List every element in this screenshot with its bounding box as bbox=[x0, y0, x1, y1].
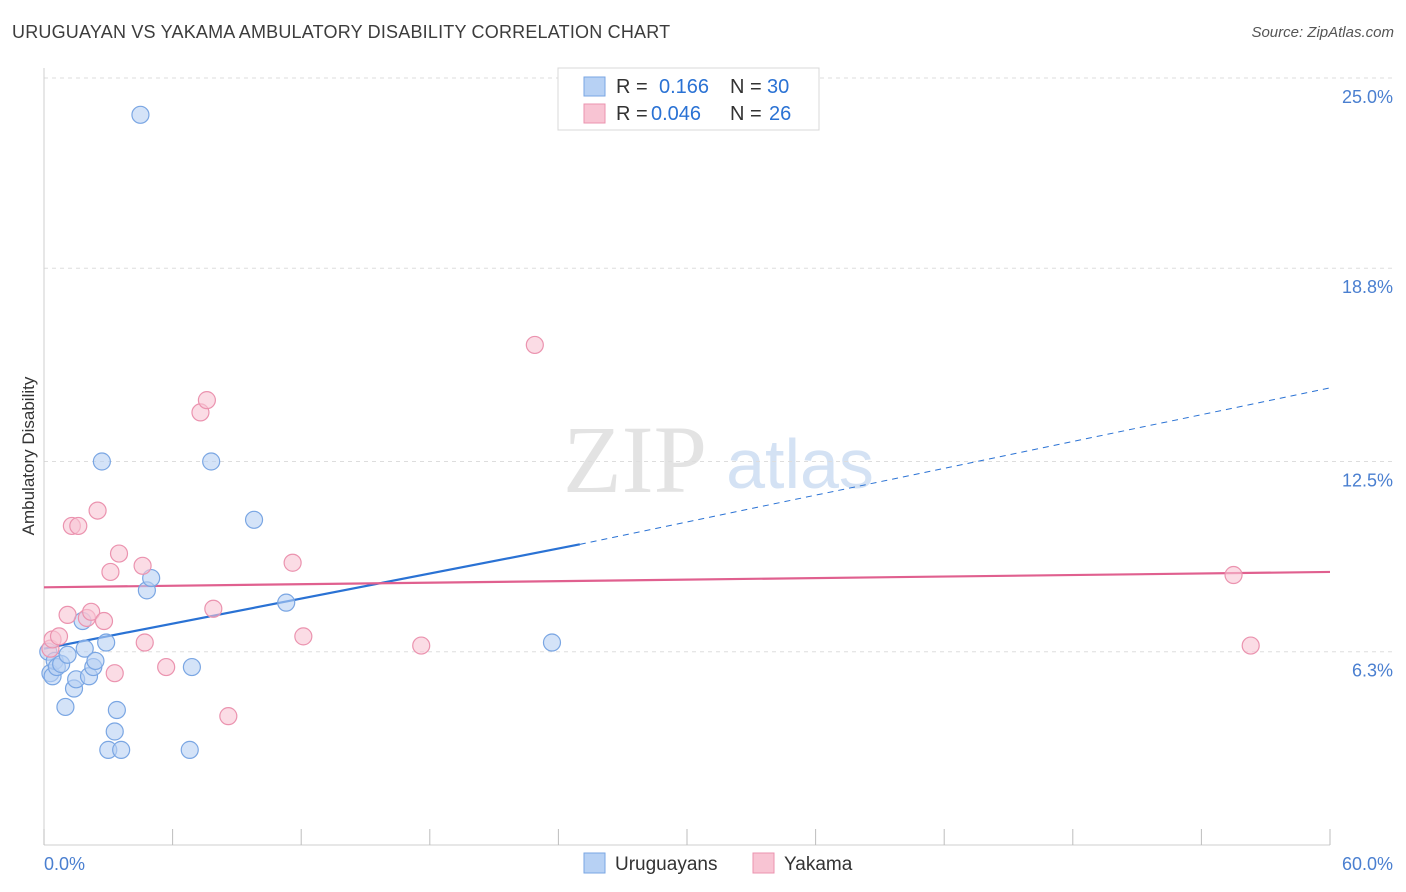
point-yakama bbox=[109, 544, 129, 563]
point-uruguayans bbox=[107, 700, 126, 720]
point-yakama bbox=[294, 627, 313, 646]
point-uruguayans bbox=[244, 510, 264, 529]
trend-lines bbox=[43, 387, 1331, 650]
point-yakama bbox=[94, 611, 114, 631]
legend-n-label-2: N = bbox=[730, 103, 762, 125]
source-label: Source: ZipAtlas.com bbox=[1251, 24, 1394, 41]
point-yakama bbox=[412, 636, 431, 655]
x-axis-ticks bbox=[43, 829, 1331, 845]
point-uruguayans bbox=[97, 633, 116, 652]
bottom-legend: Uruguayans Yakama bbox=[583, 852, 853, 875]
legend-r-label-1: R = bbox=[616, 76, 648, 98]
y-axis-title: Ambulatory Disability bbox=[19, 376, 38, 535]
chart-title: URUGUAYAN VS YAKAMA AMBULATORY DISABILIT… bbox=[12, 22, 671, 42]
point-yakama bbox=[135, 633, 154, 652]
legend-r-value-1: 0.166 bbox=[659, 76, 709, 98]
bottom-legend-label-yakama: Yakama bbox=[784, 854, 853, 875]
bottom-legend-label-uruguayans: Uruguayans bbox=[615, 854, 717, 875]
point-yakama bbox=[82, 602, 101, 621]
gridlines bbox=[44, 77, 1393, 653]
legend-r-value-2: 0.046 bbox=[651, 103, 701, 125]
legend-box: R = 0.166 N = 30 R = 0.046 N = 26 bbox=[557, 67, 820, 131]
point-yakama bbox=[197, 391, 216, 410]
point-yakama bbox=[1224, 565, 1243, 585]
legend-swatch-yakama bbox=[583, 103, 606, 124]
x-tick-label-max: 60.0% bbox=[1342, 854, 1393, 874]
point-yakama bbox=[525, 335, 544, 355]
watermark: ZIP atlas bbox=[563, 406, 874, 513]
bottom-legend-swatch-uruguayans bbox=[583, 852, 606, 874]
point-uruguayans bbox=[182, 657, 201, 677]
point-yakama bbox=[204, 599, 223, 618]
point-uruguayans bbox=[180, 740, 199, 759]
watermark-zip: ZIP bbox=[563, 406, 707, 513]
point-uruguayans bbox=[58, 645, 77, 664]
point-yakama bbox=[69, 516, 88, 536]
legend-n-label-1: N = bbox=[730, 76, 762, 98]
point-uruguayans bbox=[112, 740, 131, 759]
legend-swatch-uruguayans bbox=[583, 76, 606, 97]
point-uruguayans bbox=[86, 651, 105, 671]
point-yakama bbox=[157, 657, 176, 677]
trend-line-uruguayans bbox=[43, 543, 581, 650]
point-uruguayans bbox=[105, 722, 124, 741]
point-uruguayans bbox=[131, 105, 150, 124]
point-uruguayans bbox=[277, 593, 296, 612]
point-yakama bbox=[58, 605, 77, 625]
point-yakama bbox=[283, 553, 302, 572]
legend-r-label-2: R = bbox=[616, 103, 648, 125]
watermark-atlas: atlas bbox=[726, 425, 874, 503]
y-tick-label: 18.8% bbox=[1342, 277, 1393, 297]
y-tick-label: 12.5% bbox=[1342, 471, 1393, 491]
y-tick-label: 6.3% bbox=[1352, 661, 1393, 681]
point-yakama bbox=[1241, 636, 1260, 655]
point-yakama bbox=[49, 627, 69, 646]
legend-n-value-2: 26 bbox=[769, 103, 791, 125]
bottom-legend-swatch-yakama bbox=[752, 852, 775, 874]
point-uruguayans bbox=[142, 568, 161, 588]
point-yakama bbox=[105, 664, 124, 683]
legend-n-value-1: 30 bbox=[767, 76, 789, 98]
x-tick-label-min: 0.0% bbox=[44, 854, 85, 874]
point-uruguayans bbox=[92, 452, 111, 471]
point-uruguayans bbox=[56, 697, 75, 717]
data-points bbox=[39, 105, 1260, 759]
point-yakama bbox=[101, 562, 120, 582]
point-uruguayans bbox=[542, 633, 562, 652]
trend-line-yakama bbox=[43, 570, 1331, 589]
point-yakama bbox=[219, 707, 238, 726]
point-uruguayans bbox=[75, 639, 94, 658]
y-axis-tick-labels: 6.3% 12.5% 18.8% 25.0% bbox=[1342, 87, 1393, 681]
trend-line-uruguayans-projection bbox=[579, 387, 1331, 545]
y-tick-label: 25.0% bbox=[1342, 87, 1393, 107]
point-uruguayans bbox=[202, 452, 221, 471]
point-yakama bbox=[88, 501, 107, 520]
point-yakama bbox=[133, 556, 152, 575]
